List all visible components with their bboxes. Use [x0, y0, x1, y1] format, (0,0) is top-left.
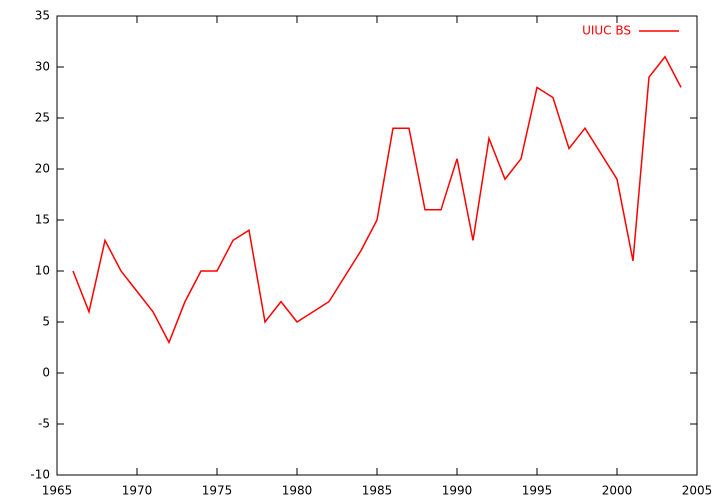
y-tick-label: 15: [35, 213, 50, 227]
x-tick-label: 1970: [122, 484, 153, 498]
x-tick-label: 1985: [362, 484, 393, 498]
x-tick-label: 1990: [442, 484, 473, 498]
y-tick-label: -10: [30, 468, 50, 482]
plot-frame: [56, 15, 698, 476]
x-tick-label: 1975: [202, 484, 233, 498]
y-tick-label: 20: [35, 162, 50, 176]
y-tick-label: 35: [35, 9, 50, 23]
data-line: [72, 55, 682, 345]
y-tick-label: 0: [42, 366, 50, 380]
x-tick-label: 2000: [602, 484, 633, 498]
legend-label: UIUC BS: [582, 24, 631, 38]
x-tick-label: 1965: [42, 484, 73, 498]
y-tick-label: 30: [35, 60, 50, 74]
y-tick-label: 5: [42, 315, 50, 329]
x-tick-label: 1980: [282, 484, 313, 498]
y-tick-label: 10: [35, 264, 50, 278]
x-tick-label: 1995: [522, 484, 553, 498]
x-tick-label: 2005: [682, 484, 713, 498]
y-tick-label: -5: [38, 417, 50, 431]
y-tick-label: 25: [35, 111, 50, 125]
